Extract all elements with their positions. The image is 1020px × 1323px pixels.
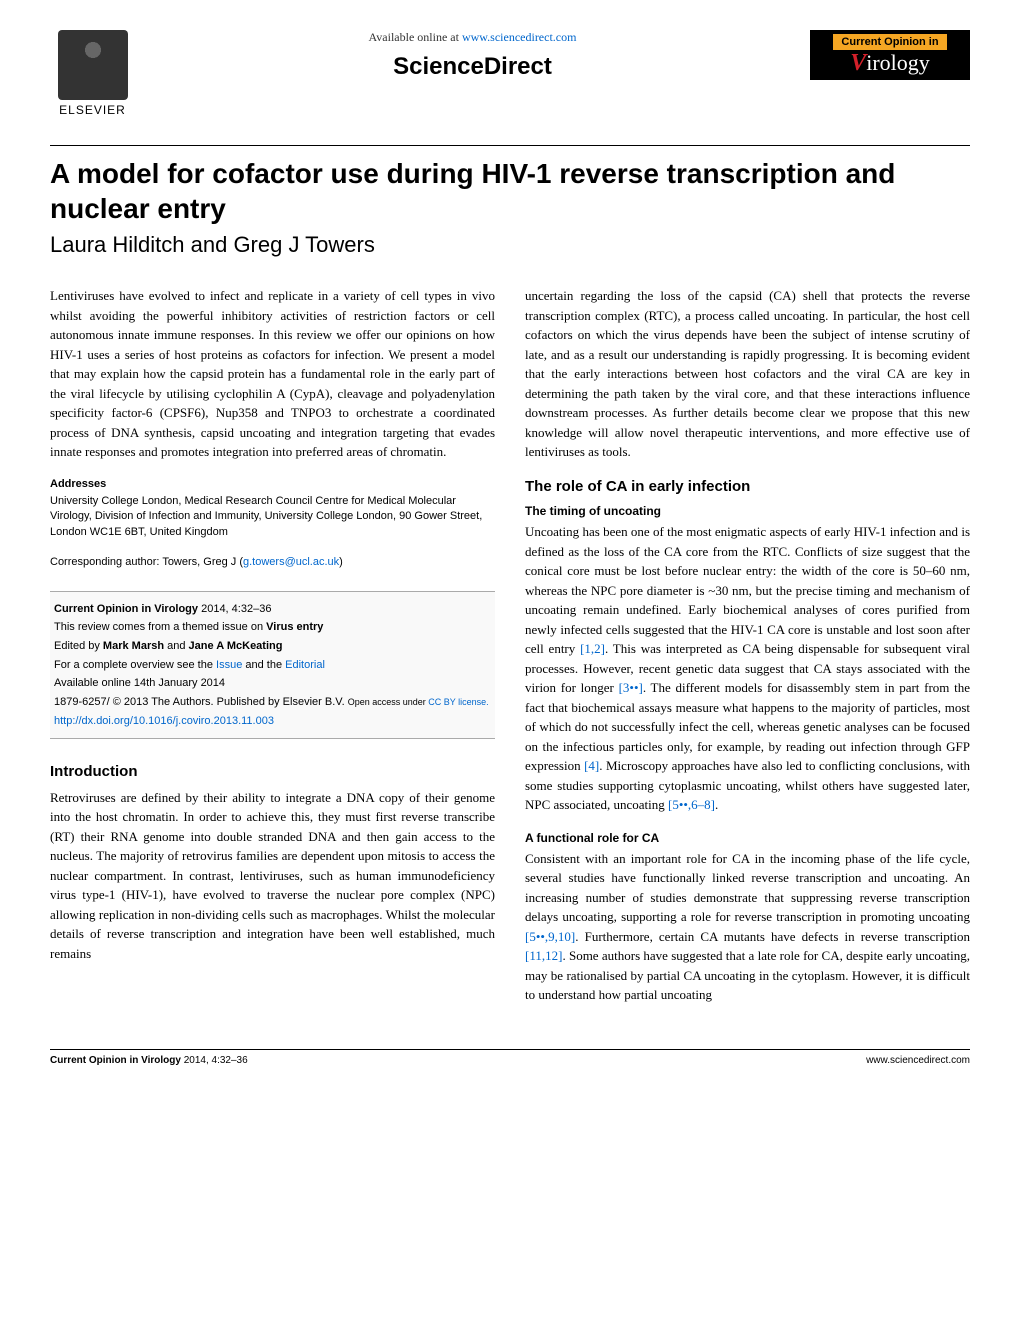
corresponding-label: Corresponding author: Towers, Greg J (	[50, 556, 243, 568]
elsevier-label: ELSEVIER	[59, 103, 126, 117]
virology-logo: Current Opinion in Virology	[810, 30, 970, 80]
sciencedirect-url-link[interactable]: www.sciencedirect.com	[462, 30, 577, 44]
edited-pre: Edited by	[54, 640, 103, 652]
info-box: Current Opinion in Virology 2014, 4:32–3…	[50, 591, 495, 740]
article-title: A model for cofactor use during HIV-1 re…	[50, 156, 970, 226]
virology-rest: irology	[866, 50, 930, 75]
virology-top-label: Current Opinion in	[833, 34, 946, 50]
journal-citation: 2014, 4:32–36	[198, 603, 271, 615]
doi-link[interactable]: http://dx.doi.org/10.1016/j.coviro.2013.…	[54, 715, 274, 727]
editor2: Jane A McKeating	[189, 640, 283, 652]
addresses: University College London, Medical Resea…	[50, 494, 495, 540]
article-authors: Laura Hilditch and Greg J Towers	[50, 232, 970, 258]
available-online: Available online at www.sciencedirect.co…	[135, 30, 810, 45]
ref-5-8[interactable]: [5••,6–8]	[668, 797, 715, 812]
left-column: Lentiviruses have evolved to infect and …	[50, 286, 495, 1019]
page-header: ELSEVIER Available online at www.science…	[50, 30, 970, 125]
corresponding-close: )	[339, 556, 343, 568]
ref-4[interactable]: [4]	[584, 758, 599, 773]
header-center: Available online at www.sciencedirect.co…	[135, 30, 810, 81]
functional-end: . Some authors have suggested that a lat…	[525, 948, 970, 1002]
issue-link[interactable]: Issue	[216, 659, 242, 671]
open-access-pre: Open access under	[348, 697, 429, 707]
ref-3[interactable]: [3••]	[619, 680, 643, 695]
timing-end: .	[715, 797, 718, 812]
ref-11-12[interactable]: [11,12]	[525, 948, 562, 963]
elsevier-tree-icon	[58, 30, 128, 100]
page-footer: Current Opinion in Virology 2014, 4:32–3…	[50, 1049, 970, 1066]
functional-mid1: . Furthermore, certain CA mutants have d…	[575, 929, 970, 944]
elsevier-logo: ELSEVIER	[50, 30, 135, 125]
footer-left: Current Opinion in Virology 2014, 4:32–3…	[50, 1055, 248, 1066]
timing-text: Uncoating has been one of the most enigm…	[525, 522, 970, 815]
right-column: uncertain regarding the loss of the caps…	[525, 286, 970, 1019]
col2-para1: uncertain regarding the loss of the caps…	[525, 286, 970, 462]
journal-line: Current Opinion in Virology 2014, 4:32–3…	[54, 600, 491, 619]
abstract: Lentiviruses have evolved to infect and …	[50, 286, 495, 462]
themed-issue-line: This review comes from a themed issue on…	[54, 618, 491, 637]
footer-right: www.sciencedirect.com	[866, 1055, 970, 1066]
corresponding-email-link[interactable]: g.towers@ucl.ac.uk	[243, 556, 339, 568]
introduction-text: Retroviruses are defined by their abilit…	[50, 788, 495, 964]
copyright-text: 1879-6257/ © 2013 The Authors. Published…	[54, 696, 345, 708]
overview-and: and the	[242, 659, 285, 671]
overview-line: For a complete overview see the Issue an…	[54, 656, 491, 675]
available-label: Available online at	[369, 30, 459, 44]
virology-v: V	[850, 50, 866, 76]
ref-5-9-10[interactable]: [5••,9,10]	[525, 929, 575, 944]
editorial-link[interactable]: Editorial	[285, 659, 325, 671]
ref-1-2[interactable]: [1,2]	[580, 641, 605, 656]
license-link[interactable]: CC BY license.	[428, 697, 488, 707]
themed-pre: This review comes from a themed issue on	[54, 621, 266, 633]
functional-pre: Consistent with an important role for CA…	[525, 851, 970, 925]
doi-line: http://dx.doi.org/10.1016/j.coviro.2013.…	[54, 712, 491, 731]
editor1: Mark Marsh	[103, 640, 164, 652]
content-columns: Lentiviruses have evolved to infect and …	[50, 286, 970, 1019]
functional-heading: A functional role for CA	[525, 829, 970, 847]
timing-heading: The timing of uncoating	[525, 502, 970, 520]
available-online-line: Available online 14th January 2014	[54, 674, 491, 693]
title-rule	[50, 145, 970, 146]
overview-pre: For a complete overview see the	[54, 659, 216, 671]
timing-pre: Uncoating has been one of the most enigm…	[525, 524, 970, 656]
introduction-heading: Introduction	[50, 761, 495, 784]
corresponding-author: Corresponding author: Towers, Greg J (g.…	[50, 554, 495, 571]
themed-bold: Virus entry	[266, 621, 323, 633]
footer-citation: 2014, 4:32–36	[181, 1055, 248, 1066]
sciencedirect-logo: ScienceDirect	[135, 53, 810, 81]
copyright-line: 1879-6257/ © 2013 The Authors. Published…	[54, 693, 491, 712]
functional-text: Consistent with an important role for CA…	[525, 849, 970, 1005]
edited-and: and	[164, 640, 188, 652]
role-heading: The role of CA in early infection	[525, 476, 970, 499]
header-left: ELSEVIER	[50, 30, 135, 125]
footer-journal: Current Opinion in Virology	[50, 1055, 181, 1066]
journal-name: Current Opinion in Virology	[54, 603, 198, 615]
virology-main-label: Virology	[850, 50, 930, 77]
edited-by-line: Edited by Mark Marsh and Jane A McKeatin…	[54, 637, 491, 656]
addresses-heading: Addresses	[50, 476, 495, 493]
